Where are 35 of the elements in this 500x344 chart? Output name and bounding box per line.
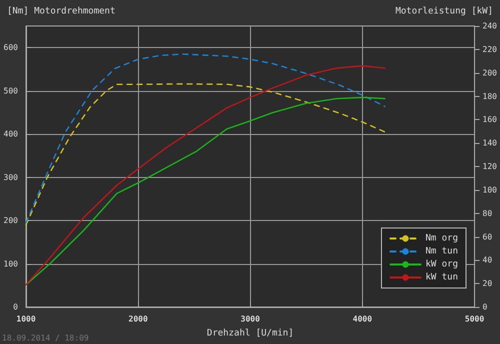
- text: 18.09.2014 / 18:09: [2, 334, 89, 342]
- y-tick-label: 600: [4, 43, 18, 52]
- y2-tick-label: 200: [482, 68, 498, 78]
- legend-label: Nm tun: [425, 246, 458, 256]
- x-tick-label: 3000: [240, 314, 260, 324]
- y2-tick-label: 240: [482, 22, 498, 30]
- y2-tick-label: 20: [482, 279, 492, 288]
- y2-tick-label: 40: [482, 256, 492, 265]
- legend-label: kW org: [425, 260, 458, 270]
- y-tick-label: 0: [13, 302, 18, 312]
- y2-tick-label: 160: [482, 115, 498, 124]
- line-series: [25, 53, 386, 224]
- y-tick-label: 500: [4, 86, 18, 96]
- x-tick-label: 2000: [128, 314, 148, 324]
- y2-tick-label: 60: [482, 232, 492, 242]
- x-axis-title: Drehzahl [U/min]: [206, 328, 294, 338]
- y2-tick-label: 0: [482, 302, 488, 312]
- x-tick-label: 5000: [464, 314, 484, 324]
- legend-label: kW tun: [425, 272, 458, 282]
- y2-axis-title: Motorleistung [kW]: [395, 6, 494, 16]
- line-series: [25, 83, 386, 226]
- y-tick-label: 200: [4, 216, 18, 226]
- x-tick-label: 4000: [352, 314, 372, 324]
- x-tick-label: 1000: [16, 314, 36, 324]
- y-tick-label: 300: [4, 172, 18, 182]
- y2-tick-label: 120: [482, 162, 498, 171]
- y-tick-label: 100: [4, 259, 18, 268]
- y2-tick-label: 140: [482, 138, 498, 148]
- y2-tick-label: 220: [482, 44, 498, 54]
- y2-tick-label: 80: [482, 208, 492, 218]
- y-axis-title: [Nm] Motordrehmoment: [7, 6, 116, 16]
- y2-tick-label: 100: [482, 185, 498, 194]
- y-tick-label: 400: [4, 130, 18, 139]
- legend-label: Nm org: [425, 234, 458, 244]
- y2-tick-label: 180: [482, 92, 498, 101]
